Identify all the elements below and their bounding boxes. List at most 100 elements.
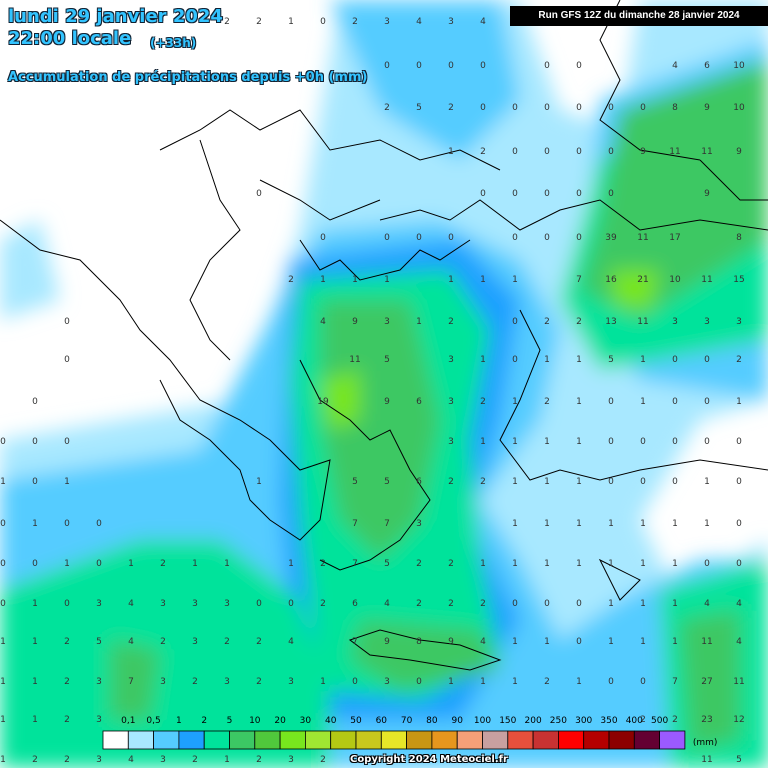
grid-value: 0: [576, 189, 582, 199]
grid-value: 3: [448, 397, 454, 407]
grid-value: 1: [448, 275, 454, 285]
grid-value: 7: [128, 677, 134, 687]
grid-value: 0: [608, 677, 614, 687]
legend-swatch: [633, 730, 660, 750]
grid-value: 4: [128, 599, 134, 609]
grid-value: 1: [480, 559, 486, 569]
legend-label: 150: [499, 716, 516, 726]
grid-value: 5: [96, 637, 102, 647]
grid-value: 0: [416, 61, 422, 71]
grid-value: 1: [0, 677, 6, 687]
grid-value: 0: [32, 397, 38, 407]
grid-value: 4: [736, 599, 742, 609]
grid-value: 2: [544, 677, 550, 687]
legend-swatch: [406, 730, 433, 750]
grid-value: 2: [64, 637, 70, 647]
legend-label: 40: [325, 716, 337, 726]
grid-value: 3: [96, 715, 102, 725]
time: 22:00 locale: [8, 28, 132, 49]
grid-value: 1: [480, 437, 486, 447]
grid-value: 3: [448, 355, 454, 365]
grid-value: 1: [608, 559, 614, 569]
grid-value: 2: [224, 17, 230, 27]
grid-value: 2: [64, 715, 70, 725]
grid-value: 2: [352, 17, 358, 27]
grid-value: 0: [608, 103, 614, 113]
grid-value: 2: [448, 317, 454, 327]
grid-value: 2: [736, 355, 742, 365]
grid-value: 1: [320, 275, 326, 285]
grid-value: 1: [608, 519, 614, 529]
grid-value: 1: [576, 437, 582, 447]
grid-value: 1: [0, 755, 6, 765]
grid-value: 6: [416, 397, 422, 407]
grid-value: 9: [384, 637, 390, 647]
grid-value: 1: [640, 397, 646, 407]
grid-value: 0: [640, 437, 646, 447]
legend-label: 5: [227, 716, 233, 726]
legend-label: 100: [474, 716, 491, 726]
grid-value: 1: [640, 599, 646, 609]
grid-value: 0: [448, 233, 454, 243]
legend-label: 0,5: [146, 716, 160, 726]
grid-value: 0: [384, 233, 390, 243]
grid-value: 1: [64, 477, 70, 487]
grid-value: 1: [576, 355, 582, 365]
legend-label: 10: [249, 716, 261, 726]
grid-value: 0: [608, 437, 614, 447]
legend-label: 500: [651, 716, 668, 726]
grid-value: 0: [512, 355, 518, 365]
grid-value: 2: [160, 559, 166, 569]
grid-value: 1: [512, 477, 518, 487]
grid-value: 1: [288, 17, 294, 27]
grid-value: 2: [256, 755, 262, 765]
grid-value: 0: [320, 233, 326, 243]
grid-value: 1: [384, 275, 390, 285]
date: lundi 29 janvier 2024: [8, 6, 223, 27]
grid-value: 0: [672, 397, 678, 407]
grid-value: 5: [352, 477, 358, 487]
grid-value: 0: [0, 519, 6, 529]
grid-value: 0: [736, 559, 742, 569]
legend-label: 200: [525, 716, 542, 726]
grid-value: 27: [701, 677, 712, 687]
legend-swatch: [254, 730, 281, 750]
grid-value: 0: [512, 147, 518, 157]
grid-value: 15: [733, 275, 744, 285]
grid-value: 2: [448, 599, 454, 609]
grid-value: 2: [416, 559, 422, 569]
grid-value: 12: [733, 715, 744, 725]
grid-value: 2: [320, 599, 326, 609]
legend-unit: (mm): [693, 738, 718, 748]
grid-value: 2: [544, 397, 550, 407]
grid-value: 0: [704, 355, 710, 365]
grid-value: 3: [96, 677, 102, 687]
grid-value: 3: [384, 17, 390, 27]
grid-value: 2: [480, 599, 486, 609]
grid-value: 1: [352, 275, 358, 285]
legend-swatch: [330, 730, 357, 750]
grid-value: 2: [64, 677, 70, 687]
grid-value: 3: [672, 317, 678, 327]
grid-value: 9: [704, 189, 710, 199]
grid-value: 1: [32, 519, 38, 529]
grid-value: 3: [192, 637, 198, 647]
grid-value: 0: [544, 233, 550, 243]
grid-value: 0: [640, 103, 646, 113]
legend-swatch: [355, 730, 382, 750]
grid-value: 0: [544, 61, 550, 71]
legend-swatch: [102, 730, 129, 750]
grid-value: 9: [736, 147, 742, 157]
legend-swatch: [279, 730, 306, 750]
legend-label: 20: [274, 716, 286, 726]
grid-value: 4: [384, 599, 390, 609]
grid-value: 1: [736, 397, 742, 407]
grid-value: 7: [576, 275, 582, 285]
grid-value: 0: [64, 599, 70, 609]
legend-swatch: [482, 730, 509, 750]
grid-value: 2: [448, 103, 454, 113]
grid-value: 7: [672, 677, 678, 687]
grid-value: 9: [448, 637, 454, 647]
grid-value: 1: [672, 559, 678, 569]
grid-value: 3: [384, 317, 390, 327]
